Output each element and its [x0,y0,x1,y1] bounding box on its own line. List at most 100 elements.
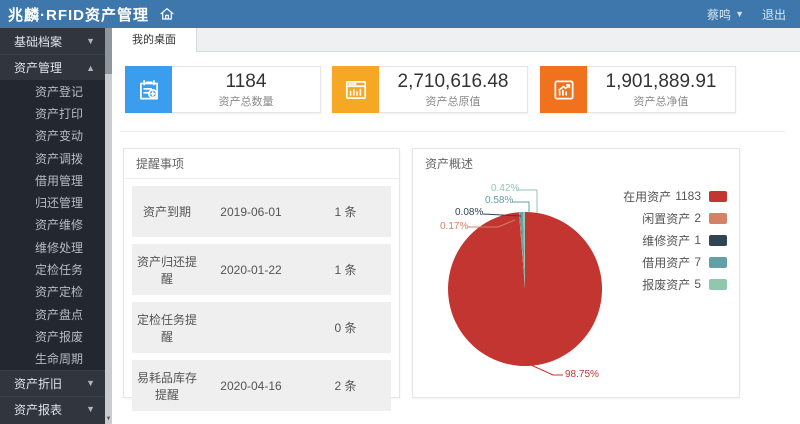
sidebar-item-inspection-task[interactable]: 定检任务 [35,263,84,278]
stat-value: 1,901,889.91 [605,70,717,92]
stat-label: 资产总数量 [218,95,274,108]
reminder-date: 2020-01-22 [220,262,282,277]
sidebar-group-label: 资产折旧 [14,376,63,391]
reminder-name: 资产归还提醒 [136,254,197,286]
legend-label: 报废资产 [642,277,691,292]
legend-value: 7 [694,255,701,269]
sidebar-item-asset-scrap[interactable]: 资产报废 [35,329,84,344]
reminder-row-inspection-task[interactable]: 定检任务提醒 0 条 [132,302,391,353]
stat-label: 资产总原值 [425,95,481,108]
tab-bar: 我的桌面 [112,28,800,52]
legend-label: 借用资产 [642,255,691,270]
pie-slice[interactable] [520,212,525,289]
app-logo: 兆麟·RFID资产管理 [8,6,149,24]
reminder-name: 资产到期 [142,205,191,219]
pie-slice[interactable] [448,212,603,366]
stat-card-original-value[interactable]: 2,710,616.48 资产总原值 [332,66,528,113]
reminder-row-asset-expiry[interactable]: 资产到期 2019-06-01 1 条 [132,186,391,237]
pie-label-in-use: 98.75% [565,369,599,380]
legend-value: 1 [694,233,701,247]
trend-chart-icon [540,66,587,113]
reminder-name: 定检任务提醒 [136,312,197,344]
tab-my-desktop[interactable]: 我的桌面 [112,28,197,52]
sidebar-group-label: 资产管理 [14,61,63,75]
reminder-date: 2019-06-01 [220,204,282,219]
pie-slice[interactable] [518,212,525,289]
scrollbar-arrow-down-icon[interactable]: ▼ [105,416,112,422]
reminder-count: 1 条 [334,205,357,219]
legend-item-scrap[interactable]: 报废资产 5 [623,277,727,292]
sidebar-item-borrow-management[interactable]: 借用管理 [35,173,84,188]
divider [120,131,785,132]
legend-value: 2 [694,211,701,225]
chart-legend: 在用资产 1183 闲置资产 2 维修资产 1 借用资产 7 [623,189,727,292]
legend-item-repair[interactable]: 维修资产 1 [623,233,727,248]
chevron-up-icon: ▲ [86,62,95,73]
sidebar-group-basic-archives[interactable]: 基础档案 ▼ [0,28,105,54]
sidebar-item-asset-transfer[interactable]: 资产调拨 [35,151,84,166]
sidebar-item-asset-repair[interactable]: 资产维修 [35,218,84,233]
pie-label-idle: 0.17% [440,221,469,232]
sidebar-scrollbar[interactable]: ▼ [105,28,112,424]
overview-title: 资产概述 [425,157,474,171]
clipboard-add-icon [125,66,172,113]
asset-overview-panel: 资产概述 0.42% 0.58% 0.08% 0.17% 98.75% 在用资产 [412,148,740,398]
leader-line [530,364,563,376]
user-menu[interactable]: 蔡鸣 ▼ [707,6,744,23]
chevron-down-icon: ▼ [735,9,744,19]
sidebar-item-asset-register[interactable]: 资产登记 [35,84,84,99]
legend-swatch [709,256,727,268]
reminders-panel: 提醒事项 资产到期 2019-06-01 1 条 资产归还提醒 2020-01-… [123,148,400,411]
stat-value: 2,710,616.48 [397,70,509,92]
sidebar-group-asset-depreciation[interactable]: 资产折旧 ▼ [0,369,105,396]
pie-label-repair: 0.08% [455,207,484,218]
sidebar-submenu: 资产登记 资产打印 资产变动 资产调拨 借用管理 归还管理 资产维修 维修处理 … [0,80,105,370]
scrollbar-thumb[interactable] [105,28,112,74]
pie-slice[interactable] [522,212,525,289]
sidebar-item-asset-print[interactable]: 资产打印 [35,106,84,121]
stat-card-asset-count[interactable]: 1184 资产总数量 [125,66,321,113]
logout-button[interactable]: 退出 [761,7,786,22]
legend-swatch [709,190,727,202]
pie-slice[interactable] [519,212,525,289]
legend-swatch [709,278,727,290]
sidebar-group-asset-management[interactable]: 资产管理 ▲ [0,54,105,80]
reminder-count: 1 条 [334,263,357,277]
leader-line [468,219,516,228]
sidebar-item-life-cycle[interactable]: 生命周期 [35,352,84,367]
sidebar-item-asset-inspection[interactable]: 资产定检 [35,285,84,300]
leader-line [512,201,530,213]
sidebar-group-label: 资产报表 [14,402,63,417]
legend-label: 闲置资产 [642,211,691,226]
legend-value: 1183 [675,189,701,203]
stat-card-net-value[interactable]: 1,901,889.91 资产总净值 [540,66,736,113]
chevron-down-icon: ▼ [86,378,95,389]
top-header: 兆麟·RFID资产管理 蔡鸣 ▼ 退出 [0,0,800,28]
sidebar-group-label: 基础档案 [14,34,63,49]
pie-chart-svg [448,189,603,376]
home-button[interactable] [159,6,175,22]
legend-value: 5 [694,277,701,291]
sidebar-item-return-management[interactable]: 归还管理 [35,196,84,211]
user-name: 蔡鸣 [707,7,732,22]
legend-item-borrowed[interactable]: 借用资产 7 [623,255,727,270]
legend-item-idle[interactable]: 闲置资产 2 [623,211,727,226]
sidebar: 基础档案 ▼ 资产管理 ▲ 资产登记 资产打印 资产变动 资产调拨 借用管理 归… [0,28,105,424]
sidebar-item-repair-handling[interactable]: 维修处理 [35,240,84,255]
reminder-count: 2 条 [334,379,357,393]
reminder-date: 2020-04-16 [220,378,282,393]
chevron-down-icon: ▼ [86,36,95,46]
legend-item-in-use[interactable]: 在用资产 1183 [623,189,727,204]
pie-chart [413,179,741,397]
home-icon [160,8,174,20]
reminder-row-consumable-stock[interactable]: 易耗品库存提醒 2020-04-16 2 条 [132,360,391,411]
leader-line [482,213,522,217]
sidebar-item-asset-inventory[interactable]: 资产盘点 [35,307,84,322]
legend-label: 维修资产 [642,233,691,248]
sidebar-group-asset-report[interactable]: 资产报表 ▼ [0,395,105,422]
pie-label-borrowed: 0.58% [485,195,514,206]
reminders-title: 提醒事项 [124,149,399,179]
sidebar-item-asset-change[interactable]: 资产变动 [35,129,84,144]
reminder-row-asset-return[interactable]: 资产归还提醒 2020-01-22 1 条 [132,244,391,295]
